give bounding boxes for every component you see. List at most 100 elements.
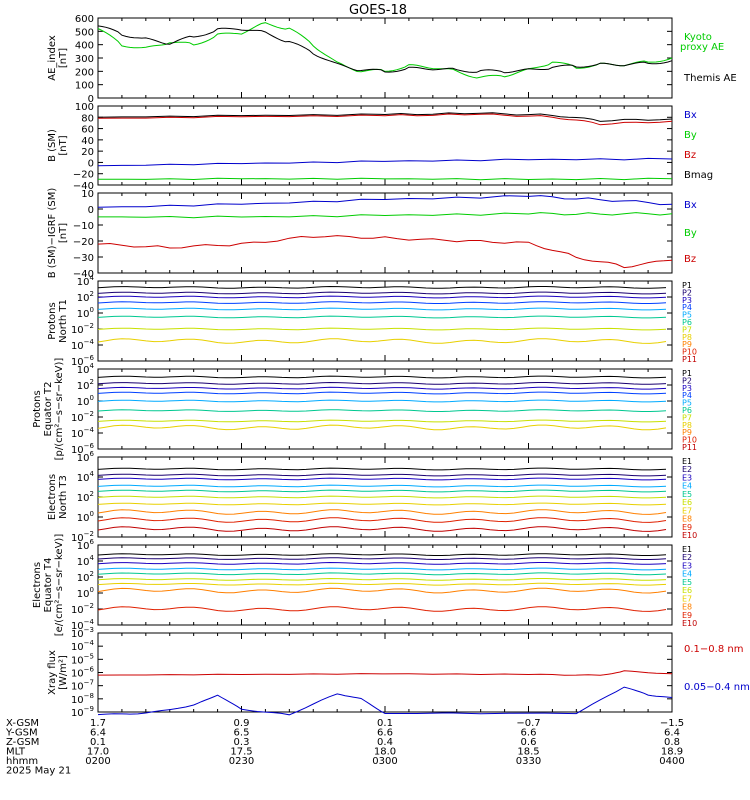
ae-ytick-label: 300 <box>75 54 94 65</box>
protons-equator-p8-line <box>97 424 667 431</box>
electrons-north-ytick-label: 100 <box>77 510 94 524</box>
footer-value: 6.6 <box>521 728 537 739</box>
electrons-equator-legend-item: E2 <box>682 553 692 562</box>
electrons-north-ytick-exp: 0 <box>90 510 94 518</box>
electrons-equator-ylabel: Electrons <box>32 562 43 608</box>
bsm-ylabel: B (SM) <box>47 129 58 162</box>
protons-north-legend-item: P8 <box>682 333 692 342</box>
bigrf-ytick-label: 0 <box>88 205 94 216</box>
protons-north-p4-line <box>97 301 667 304</box>
electrons-equator-ytick-label: 104 <box>77 554 95 568</box>
ae-legend-item: Kyoto <box>684 32 712 43</box>
electrons-equator-ytick-exp: 0 <box>90 586 94 594</box>
protons-north-ytick-exp: −4 <box>84 338 95 346</box>
protons-north-ytick-exp: 2 <box>90 290 94 298</box>
protons-north-ytick-exp: 0 <box>90 306 94 314</box>
protons-north-p6-line <box>97 315 667 319</box>
electrons-north-e3-line <box>97 477 667 481</box>
protons-equator-frame <box>97 368 673 450</box>
bigrf-ytick-label: −40 <box>73 269 94 280</box>
ae-panel: 600 500 400 300 200 100 0 AE_index [nT] Kyotoprox… <box>47 14 737 105</box>
protons-equator-ytick-label: 104 <box>77 362 95 376</box>
footer-value: 0.8 <box>664 737 680 748</box>
electrons-equator-ytick-exp: 4 <box>90 554 95 562</box>
xray-ytick-exp: −3 <box>84 626 94 634</box>
footer-value: 0.1 <box>377 718 393 729</box>
xray-short-line <box>97 686 673 716</box>
electrons-north-ytick-exp: −2 <box>84 530 94 538</box>
xray-ytick-label: 10−9 <box>71 705 94 719</box>
protons-north-ytick-label: 100 <box>77 306 94 320</box>
xray-legend-item: 0.05−0.4 nm <box>684 682 750 693</box>
electrons-north-e1-line <box>97 467 667 471</box>
bsm-bz-line <box>97 113 673 126</box>
footer-value: 18.9 <box>661 747 683 758</box>
protons-equator-legend-item: P4 <box>682 391 692 400</box>
protons-north-ytick-label: 102 <box>77 290 94 304</box>
electrons-north-e8-line <box>97 509 667 515</box>
electrons-equator-ytick-label: 106 <box>77 538 95 552</box>
xray-ylabel: [W/m²] <box>58 655 69 690</box>
ae-ylabel: AE_index <box>47 35 58 81</box>
electrons-north-ytick-exp: 6 <box>90 450 95 458</box>
footer-value: 17.0 <box>87 747 109 758</box>
bsm-legend-item: Bmag <box>684 170 713 181</box>
electrons-equator-e9-line <box>97 606 667 612</box>
electrons-north-e7-line <box>97 502 667 506</box>
protons-equator-p4-line <box>97 391 667 395</box>
electrons-north-legend-item: E2 <box>682 465 692 474</box>
ae-ytick-label: 200 <box>75 67 94 78</box>
ae-ytick-label: 400 <box>75 41 94 52</box>
bsm-ytick-label: 0 <box>88 158 94 169</box>
electrons-equator-e7-line <box>97 582 667 586</box>
protons-equator-legend-item: P6 <box>682 406 692 415</box>
protons-equator-ylabel: Protons <box>32 390 43 427</box>
bigrf-ylabel: [nT] <box>58 223 69 243</box>
footer-value: −0.7 <box>516 718 540 729</box>
footer-value: 0.6 <box>521 737 537 748</box>
ae-ytick-label: 600 <box>75 14 94 25</box>
protons-north-legend-item: P3 <box>682 296 692 305</box>
footer-value: 18.5 <box>517 747 539 758</box>
xray-ytick-exp: −6 <box>84 666 95 674</box>
electrons-equator-legend-item: E3 <box>682 561 692 570</box>
xray-ytick-label: 10−4 <box>71 639 95 653</box>
protons-equator-p6-line <box>97 409 667 412</box>
protons-north-ytick-label: 10−4 <box>71 338 95 352</box>
footer-value: 0200 <box>85 756 110 767</box>
footer-value: 17.5 <box>230 747 252 758</box>
xray-ytick-exp: −7 <box>84 679 94 687</box>
electrons-equator-e8-line <box>97 587 667 594</box>
protons-north-p7-line <box>97 327 667 331</box>
footer-row-label: Y-GSM <box>5 728 38 739</box>
bigrf-bz-line <box>97 235 673 269</box>
protons-north-legend-item: P10 <box>682 348 697 357</box>
bsm-by-line <box>97 177 673 181</box>
protons-north-legend-item: P9 <box>682 340 692 349</box>
bsm-ytick-label: 20 <box>81 147 94 158</box>
electrons-equator-ylabel: Equator T4 <box>43 558 54 613</box>
bigrf-ytick-label: −20 <box>73 237 94 248</box>
electrons-north-ytick-label: 104 <box>77 470 95 484</box>
protons-equator-legend-item: P2 <box>682 376 692 385</box>
xray-ytick-exp: −4 <box>84 639 95 647</box>
electrons-equator-ytick-label: 10−2 <box>71 602 94 616</box>
footer-date: 2025 May 21 <box>6 766 71 777</box>
electrons-north-ytick-label: 106 <box>77 450 95 464</box>
electrons-equator-legend-item: E10 <box>682 619 697 628</box>
themis-ae-line <box>97 25 673 74</box>
plot-title: GOES-18 <box>349 3 407 18</box>
footer-value: 18.0 <box>374 747 396 758</box>
protons-equator-ytick-exp: 4 <box>90 362 95 370</box>
footer-row-label: Z-GSM <box>6 737 39 748</box>
protons-north-p1-line <box>97 285 667 289</box>
protons-equator-legend-item: P8 <box>682 421 692 430</box>
ae-legend-item: Themis AE <box>683 73 737 84</box>
electrons-equator-ytick-exp: −2 <box>84 602 94 610</box>
ae-ytick-label: 0 <box>88 94 94 105</box>
electrons-equator-e3-line <box>97 561 667 565</box>
electrons-equator-ytick-exp: −4 <box>84 618 95 626</box>
